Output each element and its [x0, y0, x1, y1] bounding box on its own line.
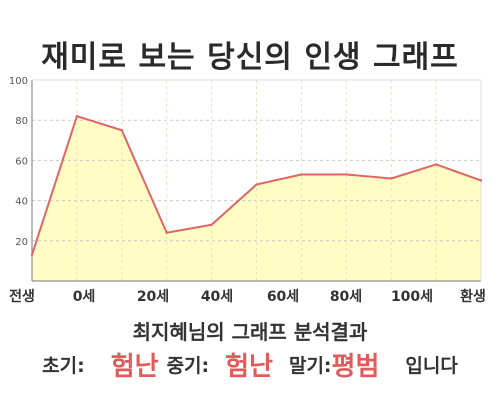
data-point — [300, 173, 303, 176]
data-point — [120, 129, 124, 132]
analysis-heading: 최지혜님의 그래프 분석결과 — [132, 320, 368, 344]
x-tick-label: 40세 — [201, 289, 233, 305]
y-tick-label: 40 — [15, 197, 28, 208]
y-tick-label: 80 — [15, 116, 28, 127]
data-point — [210, 223, 213, 226]
data-point — [30, 253, 34, 257]
data-point — [75, 114, 79, 118]
middle-label: 중기: — [166, 354, 210, 377]
y-tick-label: 100 — [9, 76, 28, 87]
x-tick-label: 80세 — [330, 289, 362, 305]
y-tick-label: 20 — [15, 237, 28, 248]
x-tick-label: 환생 — [460, 288, 486, 305]
data-point — [255, 183, 258, 186]
early-label: 초기: — [42, 354, 85, 377]
data-point — [479, 179, 483, 182]
middle-value: 험난 — [225, 351, 273, 382]
late-value: 평범 — [331, 351, 380, 382]
y-tick-label: 60 — [15, 156, 28, 167]
x-tick-label: 0세 — [73, 289, 96, 305]
analysis-result: 초기: 험난 중기: 험난 말기: 평범 입니다 — [0, 344, 500, 384]
data-point — [390, 177, 393, 180]
plot-area: 20 40 60 80 100 전생 0세 20세 40세 60세 80세 100세 환생 — [9, 76, 486, 305]
data-point — [434, 163, 438, 166]
x-tick-label: 100세 — [391, 289, 433, 305]
x-tick-label: 20세 — [137, 289, 169, 305]
data-point — [165, 231, 168, 234]
data-point — [345, 173, 348, 176]
chart-title: 재미로 보는 당신의 인생 그래프 — [41, 40, 459, 75]
late-label: 말기: — [288, 354, 332, 377]
early-value: 험난 — [110, 351, 159, 382]
result-suffix: 입니다 — [405, 354, 458, 377]
area-fill — [32, 116, 481, 282]
x-tick-label: 전생 — [9, 288, 35, 305]
x-tick-label: 60세 — [267, 289, 299, 305]
